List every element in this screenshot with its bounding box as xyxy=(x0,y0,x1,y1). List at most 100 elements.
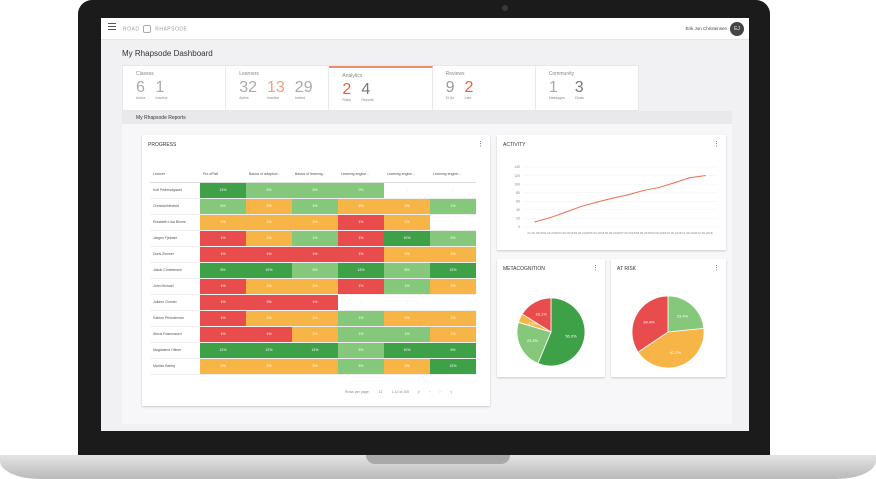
metacognition-title: METACOGNITION xyxy=(503,266,545,272)
table-row[interactable]: Kofi Pedersdgaard 13% 6% 8% 0% - - xyxy=(150,182,476,199)
x-tick-label: 05.09.2018 xyxy=(589,231,604,235)
y-tick-label: 40 xyxy=(516,208,520,212)
table-row[interactable]: Elisabeth Lisa Blome 1% 1% 1% 1% 1% - xyxy=(150,214,476,231)
progress-cell: - xyxy=(430,182,476,199)
progress-cell: 1% xyxy=(430,198,476,215)
activity-point xyxy=(658,186,660,189)
progress-cell: 1% xyxy=(200,230,246,247)
column-header[interactable]: Learning engine... xyxy=(338,167,384,183)
more-vert-icon[interactable]: ⋮ xyxy=(713,265,720,272)
first-page-icon[interactable]: |‹ xyxy=(418,390,421,394)
more-vert-icon[interactable]: ⋮ xyxy=(592,265,599,272)
learner-name: Doris Zimmer xyxy=(150,246,200,263)
prev-page-icon[interactable]: ‹ xyxy=(429,390,431,394)
progress-cell: 1% xyxy=(292,246,338,263)
pie-slice-label: 42.2% xyxy=(670,350,682,355)
page-title: My Rhapsode Dashboard xyxy=(122,49,213,58)
logo[interactable]: ROAD RHAPSODE xyxy=(123,25,187,33)
stat-value: 6 xyxy=(136,79,145,96)
progress-cell: 1% xyxy=(246,326,292,343)
stat-label: Chats xyxy=(574,96,584,100)
column-header[interactable]: Pre-ePistl xyxy=(200,167,246,183)
table-row[interactable]: Jørgen Fjeldahl 1% 1% 1% 1% 10% 6% xyxy=(150,230,476,247)
y-tick-label: 60 xyxy=(516,199,520,203)
activity-point xyxy=(642,189,644,192)
more-vert-icon[interactable]: ⋮ xyxy=(477,141,484,148)
reports-subheader: My Rhapsode Reports xyxy=(122,111,732,124)
column-header[interactable]: Learning engine... xyxy=(430,167,476,183)
stat-label: To do xyxy=(445,96,455,100)
column-header[interactable]: Learning engine... xyxy=(384,167,430,183)
stat-item: 4 Reports xyxy=(361,81,373,103)
pagination: Rows per page: 12 1-12 of 200 |‹ ‹ › ›| xyxy=(345,390,452,394)
pie-slice-label: 34.4% xyxy=(643,319,655,324)
activity-point xyxy=(549,216,552,219)
progress-cell: - xyxy=(338,294,384,311)
progress-cell: 1% xyxy=(292,326,338,343)
progress-cell: 1% xyxy=(292,214,338,231)
learner-name: Marlise Bebby xyxy=(150,358,200,375)
x-tick-label: 08.09.2018 xyxy=(636,231,651,235)
progress-cell: 8% xyxy=(200,262,246,279)
progress-cell: 1% xyxy=(338,326,384,343)
progress-cell: 10% xyxy=(384,342,430,359)
progress-cell: 6% xyxy=(338,342,384,359)
stat-label: Active xyxy=(239,96,249,100)
progress-cell: 6% xyxy=(430,342,476,359)
stat-item: 32 Active xyxy=(239,80,257,101)
stat-title: Learners xyxy=(239,71,259,77)
progress-cell: 2% xyxy=(246,198,292,215)
user-name[interactable]: Erik Jon Christensen xyxy=(685,26,727,31)
table-row[interactable]: John Michael 1% 1% 1% 1% 1% 2% xyxy=(150,278,476,295)
progress-cell: 1% xyxy=(384,326,430,343)
learner-name: Kofi Pedersdgaard xyxy=(150,182,200,199)
progress-cell: 1% xyxy=(292,310,338,327)
hamburger-menu-icon[interactable] xyxy=(108,23,116,30)
stat-value: 4 xyxy=(361,81,371,98)
table-row[interactable]: Katrine Pfnindeman 1% 1% 1% 1% 1% 1% xyxy=(150,310,476,327)
table-row[interactable]: Magdalene Hillner 12% 12% 13% 6% 10% 6% xyxy=(150,342,476,359)
table-row[interactable]: Alexis Rasmussen 1% 1% 1% 1% 1% 1% xyxy=(150,326,476,343)
stat-tab-community[interactable]: Community 1 Messages 3 Chats xyxy=(536,66,638,110)
stat-tab-analytics[interactable]: Analytics 2 Risky 4 Reports xyxy=(329,66,433,110)
column-header[interactable]: Learner xyxy=(150,167,200,183)
progress-cell: 12% xyxy=(200,342,246,359)
at-risk-card: AT RISK ⋮ 23.4% 42.2% 34.4% xyxy=(611,259,726,377)
column-header[interactable]: Basics of learning... xyxy=(292,167,338,183)
progress-cell: 2% xyxy=(384,198,430,215)
table-body: Kofi Pedersdgaard 13% 6% 8% 0% - - Christianhle… xyxy=(150,182,476,375)
pie-slice xyxy=(516,321,552,364)
logo-text-2: RHAPSODE xyxy=(155,26,188,33)
pie-slice-label: 23.3% xyxy=(527,338,539,343)
stat-item: 2 Risky xyxy=(342,82,351,103)
stat-item: 1 Messages xyxy=(549,80,565,101)
stat-label: Inactive xyxy=(267,96,280,100)
x-tick-label: 01.09.2018 xyxy=(527,231,542,235)
stat-tab-reviews[interactable]: Reviews 9 To do 2 Late xyxy=(433,66,536,110)
avatar[interactable]: EJ xyxy=(730,22,744,36)
activity-point xyxy=(704,174,706,177)
progress-cell: 1% xyxy=(246,214,292,231)
table-row[interactable]: Jakob Christensen 8% 10% 6% 13% 8% 13% xyxy=(150,262,476,279)
progress-cell: 2% xyxy=(338,198,384,215)
stat-tab-classes[interactable]: Classes 6 Active 1 Inactive xyxy=(123,66,227,110)
stat-tab-learners[interactable]: Learners 32 Active 13 Inactive 29 Invited xyxy=(226,66,330,110)
progress-cell: 1% xyxy=(200,326,246,343)
rows-per-page-select[interactable]: 12 xyxy=(378,390,383,394)
progress-cell: 1% xyxy=(384,246,430,263)
progress-cell: - xyxy=(430,214,476,231)
y-tick-label: 0 xyxy=(518,225,520,229)
progress-cell: 1% xyxy=(430,246,476,263)
table-row[interactable]: Christianhlesfeld 6% 2% 4% 2% 2% 1% xyxy=(150,198,476,215)
last-page-icon[interactable]: ›| xyxy=(449,390,452,394)
table-row[interactable]: Juliane Gunder 1% 3% 1% - - - xyxy=(150,294,476,311)
progress-cell: 1% xyxy=(246,230,292,247)
table-row[interactable]: Doris Zimmer 1% 1% 1% 1% 1% 1% xyxy=(150,246,476,263)
table-row[interactable]: Marlise Bebby 2% 2% 3% 6% 2% 13% xyxy=(150,358,476,375)
column-header[interactable]: Basics of adaptive... xyxy=(246,167,292,183)
metacognition-card: METACOGNITION ⋮ 56.3% 23.3% 4.3% 16.1% xyxy=(497,259,605,377)
activity-point xyxy=(627,194,629,196)
pie-slice-label: 23.4% xyxy=(677,313,689,318)
next-page-icon[interactable]: › xyxy=(439,390,441,394)
more-vert-icon[interactable]: ⋮ xyxy=(713,141,720,148)
